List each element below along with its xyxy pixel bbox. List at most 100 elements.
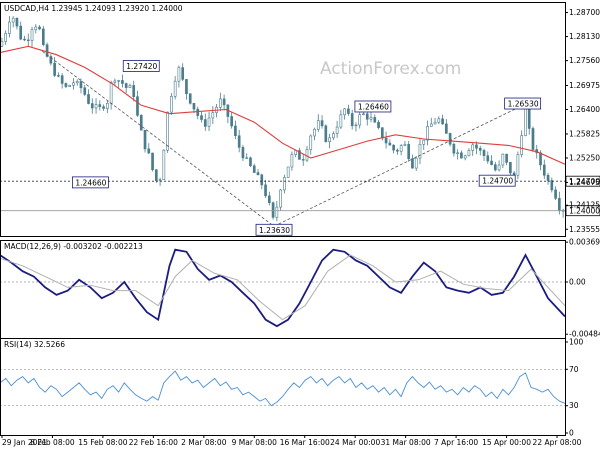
candle-body [237, 135, 241, 148]
candle-body [170, 96, 173, 113]
candle-body [550, 180, 554, 191]
macd-panel: 0.003697 0.00 -0.004849 [0, 238, 600, 339]
price-annotation-label: 1.27420 [126, 62, 157, 71]
candle-body [524, 107, 527, 136]
price-annotation-box [122, 60, 160, 72]
candle-body [72, 82, 75, 86]
candle-body [554, 189, 557, 199]
candle-body [267, 195, 271, 203]
candle-body [90, 103, 94, 109]
candle-body [102, 106, 105, 109]
x-tick-label: 24 Mar 00:00 [330, 438, 380, 447]
candle-body [380, 127, 384, 139]
trendline [273, 103, 526, 227]
candle-body [509, 162, 512, 174]
candle-body [11, 17, 15, 23]
y-tick-label: 1.24675 [569, 178, 600, 187]
candle-body [94, 104, 98, 109]
price-annotation-box [478, 174, 516, 187]
x-tick-label: 15 Apr 00:00 [482, 438, 531, 447]
y-tick-label: -0.004849 [569, 330, 600, 339]
macd-line [0, 248, 566, 328]
rsi-line [0, 370, 566, 407]
candle-body [482, 150, 486, 156]
candle-body [471, 144, 475, 151]
candle-body [433, 121, 437, 125]
candle-body [328, 137, 331, 142]
candle-body [320, 120, 324, 127]
candle-body [234, 125, 237, 137]
candle-body [516, 154, 520, 176]
candle-body [109, 82, 113, 104]
candle-body [23, 38, 26, 41]
y-tick-label: 1.24125 [569, 201, 600, 210]
y-tick-label: 1.28130 [569, 32, 600, 41]
candle-body [373, 117, 377, 123]
candle-body [309, 135, 313, 150]
candle-body [290, 154, 294, 168]
candle-body [286, 166, 290, 178]
y-tick-label: 70 [569, 365, 579, 374]
y-tick-label: 1.25250 [569, 154, 600, 163]
candle-body [539, 152, 542, 166]
candle-body [45, 44, 49, 57]
candle-body [486, 155, 490, 162]
candle-body [222, 98, 226, 106]
candle-body [34, 26, 38, 31]
candle-body [173, 80, 177, 97]
watermark: ActionForex.com [320, 59, 461, 79]
candle-body [147, 148, 151, 154]
candle-body [192, 103, 196, 110]
candle-body [19, 25, 23, 40]
candle-body [313, 128, 316, 137]
candle-body [388, 142, 392, 146]
candle-body [264, 184, 267, 197]
candle-body [305, 149, 309, 161]
candle-body [106, 102, 109, 109]
candle-body [520, 135, 524, 155]
level-price-label: 1.24700 [569, 177, 600, 186]
price-annotation-label: 1.26530 [508, 100, 539, 109]
candle-body [181, 67, 185, 80]
candle-body [301, 159, 305, 161]
price-annotation-label: 1.26460 [358, 102, 389, 111]
y-tick-label: 30 [569, 401, 579, 410]
candle-body [399, 145, 403, 152]
candle-body [132, 85, 136, 97]
candle-body [68, 84, 72, 87]
y-tick-label: 0.00 [569, 278, 586, 287]
candle-body [475, 144, 478, 149]
candle-body [339, 114, 343, 128]
candle-body [392, 144, 395, 151]
candle-body [411, 158, 414, 169]
candle-body [64, 83, 68, 87]
candle-body [531, 128, 535, 150]
price-panel: 1.24700 1.24000 1.27420 1.24660 1.23630 1.264… [0, 2, 600, 237]
level-price-label: 1.24000 [569, 207, 600, 216]
candle-body [448, 133, 452, 145]
candle-body [60, 75, 64, 84]
candle-body [57, 75, 60, 77]
candle-body [83, 87, 87, 95]
candle-body [407, 144, 411, 160]
candle-body [493, 164, 497, 171]
candle-body [558, 198, 561, 211]
candle-body [117, 80, 120, 82]
candle-body [162, 149, 166, 181]
candle-body [49, 56, 53, 64]
y-tick-label: 1.27560 [569, 56, 600, 65]
price-annotation-box [504, 97, 542, 110]
candle-body [207, 117, 211, 127]
candle-body [445, 123, 448, 134]
candle-body [403, 144, 407, 146]
y-tick-label: 0.003697 [569, 238, 600, 247]
candle-body [196, 108, 200, 116]
candle-body [256, 172, 260, 176]
y-tick-label: 1.26975 [569, 81, 600, 90]
candle-body [53, 62, 56, 76]
candle-body [151, 152, 154, 170]
candle-body [437, 118, 441, 123]
